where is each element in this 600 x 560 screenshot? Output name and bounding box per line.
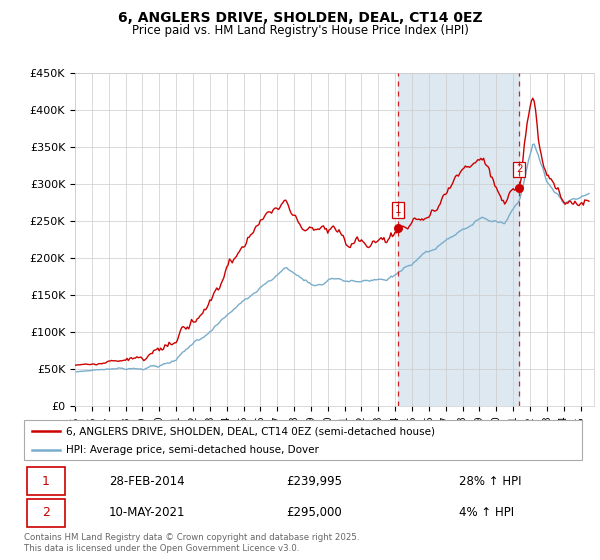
Text: 4% ↑ HPI: 4% ↑ HPI xyxy=(459,506,514,520)
Text: Contains HM Land Registry data © Crown copyright and database right 2025.
This d: Contains HM Land Registry data © Crown c… xyxy=(24,533,359,553)
Text: 1: 1 xyxy=(395,205,401,215)
FancyBboxPatch shape xyxy=(24,420,582,460)
Text: 2: 2 xyxy=(516,164,523,174)
FancyBboxPatch shape xyxy=(27,468,65,494)
Text: HPI: Average price, semi-detached house, Dover: HPI: Average price, semi-detached house,… xyxy=(66,445,319,455)
Text: 6, ANGLERS DRIVE, SHOLDEN, DEAL, CT14 0EZ: 6, ANGLERS DRIVE, SHOLDEN, DEAL, CT14 0E… xyxy=(118,11,482,25)
Text: 28-FEB-2014: 28-FEB-2014 xyxy=(109,474,185,488)
Text: 1: 1 xyxy=(42,474,50,488)
Text: Price paid vs. HM Land Registry's House Price Index (HPI): Price paid vs. HM Land Registry's House … xyxy=(131,24,469,36)
Text: 10-MAY-2021: 10-MAY-2021 xyxy=(109,506,185,520)
Text: £239,995: £239,995 xyxy=(286,474,342,488)
Text: 2: 2 xyxy=(42,506,50,520)
Text: £295,000: £295,000 xyxy=(286,506,342,520)
Bar xyxy=(398,73,520,406)
FancyBboxPatch shape xyxy=(27,500,65,526)
Text: 6, ANGLERS DRIVE, SHOLDEN, DEAL, CT14 0EZ (semi-detached house): 6, ANGLERS DRIVE, SHOLDEN, DEAL, CT14 0E… xyxy=(66,426,435,436)
Text: 28% ↑ HPI: 28% ↑ HPI xyxy=(459,474,522,488)
